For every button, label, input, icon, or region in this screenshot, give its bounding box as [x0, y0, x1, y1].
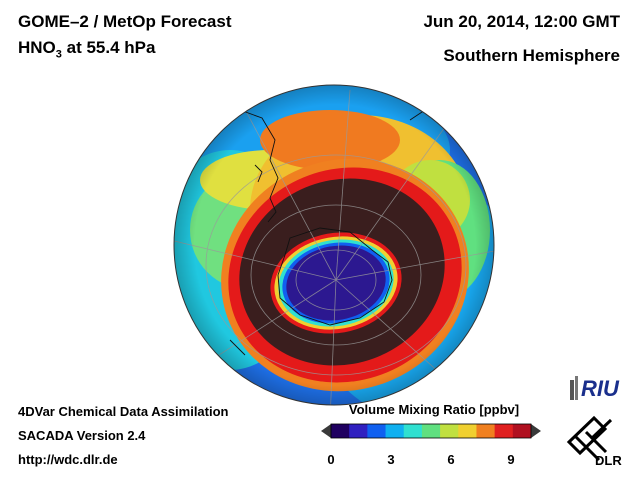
footer-line1: 4DVar Chemical Data Assimilation — [18, 404, 229, 419]
colorbar-segment — [512, 424, 532, 438]
riu-logo-text: RIU — [581, 376, 620, 401]
title-line1: GOME–2 / MetOp Forecast — [18, 12, 232, 31]
colorbar-arrow-low — [321, 424, 331, 438]
colorbar-segment — [476, 424, 496, 438]
colorbar-title: Volume Mixing Ratio [ppbv] — [348, 402, 520, 417]
datetime-label: Jun 20, 2014, 12:00 GMT — [423, 12, 620, 31]
colorbar-arrow-high — [531, 424, 541, 438]
footer-url: http://wdc.dlr.de — [18, 452, 118, 467]
colorbar-frame — [330, 423, 532, 439]
pressure-level: at 55.4 hPa — [61, 38, 156, 57]
colorbar-segment — [421, 424, 441, 438]
colorbar-segment — [367, 424, 387, 438]
colorbar-segment — [349, 424, 368, 438]
colorbar-segment — [403, 424, 423, 438]
colorbar-tick: 6 — [447, 452, 455, 467]
riu-logo: RIU — [567, 370, 631, 409]
colorbar-segment — [458, 424, 477, 438]
dlr-logo-text: DLR — [595, 453, 622, 468]
colorbar — [321, 423, 541, 439]
dlr-logo: DLR — [561, 412, 627, 473]
species-name: HNO — [18, 38, 56, 57]
colorbar-segment — [494, 424, 514, 438]
colorbar-tick: 9 — [507, 452, 515, 467]
region-label: Southern Hemisphere — [443, 46, 620, 65]
title-line2: HNO3 at 55.4 hPa — [18, 38, 155, 60]
species-subscript: 3 — [55, 48, 62, 61]
colorbar-segment — [385, 424, 405, 438]
footer-line2: SACADA Version 2.4 — [18, 428, 146, 443]
colorbar-segment — [331, 424, 350, 438]
colorbar-segment — [440, 424, 459, 438]
colorbar-tick: 3 — [387, 452, 395, 467]
dlr-emblem-icon — [566, 415, 613, 462]
colorbar-tick: 0 — [327, 452, 335, 467]
globe-field — [174, 85, 494, 405]
